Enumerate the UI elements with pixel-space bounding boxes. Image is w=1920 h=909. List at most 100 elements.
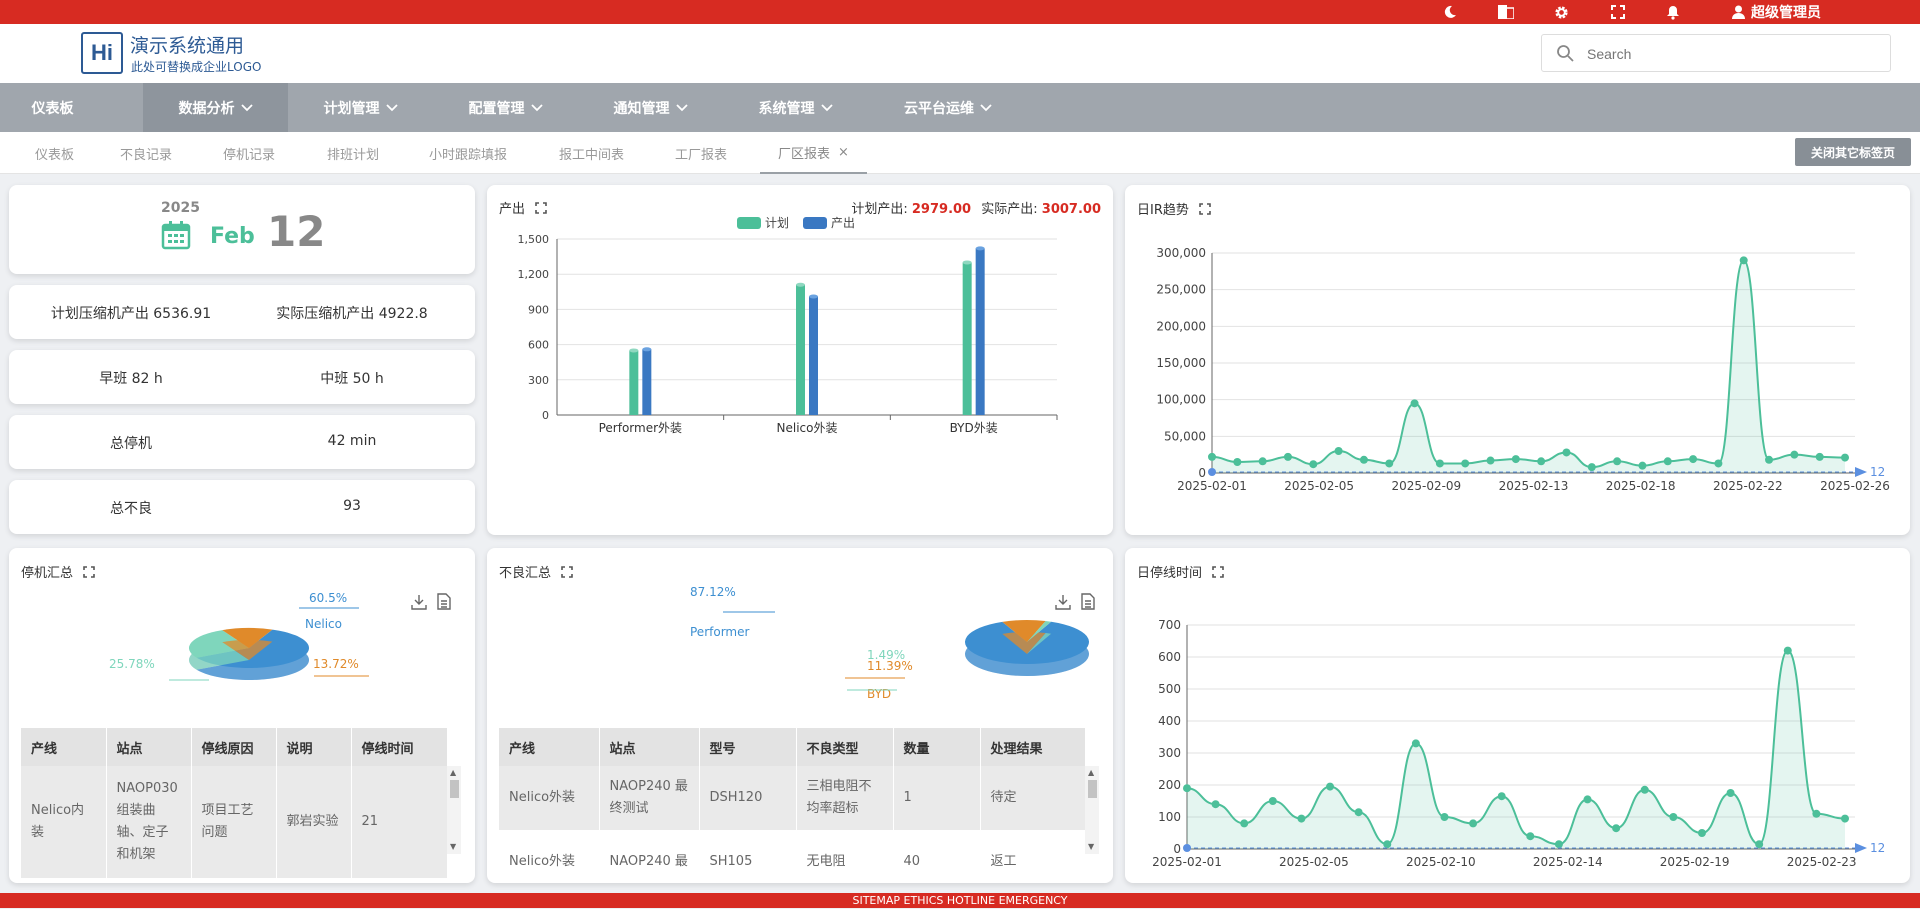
column-header[interactable]: 处理结果 bbox=[980, 728, 1086, 766]
close-icon[interactable]: × bbox=[838, 144, 849, 160]
scrollbar[interactable]: ▲ ▼ bbox=[447, 766, 461, 854]
document-icon[interactable] bbox=[1081, 593, 1095, 610]
tab-report-middle[interactable]: 报工中间表 bbox=[559, 132, 624, 174]
column-header[interactable]: 说明 bbox=[276, 728, 352, 766]
nav-data-analysis[interactable]: 数据分析 bbox=[143, 83, 288, 132]
y-tick-label: 0 bbox=[1198, 466, 1206, 480]
nav-notify[interactable]: 通知管理 bbox=[578, 83, 723, 132]
moon-icon[interactable] bbox=[1442, 4, 1458, 20]
scroll-up-icon[interactable]: ▲ bbox=[1088, 768, 1095, 777]
date-card: 2025 Feb 12 bbox=[9, 185, 475, 274]
legend-label: 产出 bbox=[831, 216, 855, 230]
y-tick-label: 600 bbox=[1158, 650, 1181, 664]
user-menu[interactable]: 超级管理员 bbox=[1732, 3, 1821, 21]
download-icon[interactable] bbox=[411, 594, 427, 610]
table-cell: 1 bbox=[893, 766, 981, 830]
nav-system[interactable]: 系统管理 bbox=[723, 83, 868, 132]
gear-icon[interactable] bbox=[1553, 4, 1569, 20]
table-row[interactable]: Nelico外装 NAOP240 最终测试 DSH120 三相电阻不均率超标 1… bbox=[499, 766, 1086, 830]
scrollbar[interactable]: ▲ ▼ bbox=[1085, 766, 1099, 854]
download-icon[interactable] bbox=[1055, 594, 1071, 610]
fullscreen-icon[interactable] bbox=[1199, 202, 1211, 215]
data-point bbox=[1268, 797, 1277, 805]
data-point bbox=[1359, 455, 1368, 464]
close-other-tabs-button[interactable]: 关闭其它标签页 bbox=[1795, 138, 1911, 166]
tab-defect-records[interactable]: 不良记录 bbox=[120, 132, 172, 174]
column-header[interactable]: 不良类型 bbox=[796, 728, 894, 766]
total-stop-label: 总停机 bbox=[110, 436, 152, 452]
scroll-up-icon[interactable]: ▲ bbox=[450, 768, 457, 777]
fullscreen-icon[interactable] bbox=[1212, 565, 1224, 578]
column-header[interactable]: 数量 bbox=[893, 728, 981, 766]
tab-stop-records[interactable]: 停机记录 bbox=[223, 132, 275, 174]
column-header[interactable]: 型号 bbox=[699, 728, 797, 766]
tab-shift-plan[interactable]: 排班计划 bbox=[327, 132, 379, 174]
tab-plant-report[interactable]: 厂区报表 × bbox=[760, 132, 867, 174]
defect-summary-title: 不良汇总 bbox=[499, 566, 552, 581]
scrollbar-thumb[interactable] bbox=[1088, 780, 1097, 798]
chevron-down-icon bbox=[530, 103, 543, 111]
scroll-down-icon[interactable]: ▼ bbox=[450, 842, 457, 851]
nav-plan[interactable]: 计划管理 bbox=[288, 83, 433, 132]
tab-factory-report[interactable]: 工厂报表 bbox=[675, 132, 727, 174]
column-header[interactable]: 停线时间 bbox=[351, 728, 448, 766]
scroll-down-icon[interactable]: ▼ bbox=[1088, 842, 1095, 851]
x-tick-label: 2025-02-22 bbox=[1713, 479, 1783, 493]
column-header[interactable]: 停线原因 bbox=[191, 728, 277, 766]
search-box[interactable] bbox=[1541, 34, 1891, 72]
data-point bbox=[1283, 452, 1292, 461]
tab-label: 厂区报表 bbox=[778, 146, 831, 162]
fullscreen-icon[interactable] bbox=[561, 565, 573, 578]
column-header[interactable]: 产线 bbox=[21, 728, 107, 766]
actual-compressor-output: 实际压缩机产出 4922.8 bbox=[276, 306, 428, 322]
tab-hourly-tracking[interactable]: 小时跟踪填报 bbox=[429, 132, 507, 174]
table-cell: Nelico内装 bbox=[21, 766, 107, 878]
table-row[interactable]: Nelico内装 NAOP030组装曲轴、定子和机架 项目工艺问题 郭岩实验 2… bbox=[21, 766, 448, 878]
top-bar: 超级管理员 bbox=[0, 0, 1920, 24]
data-point bbox=[1537, 457, 1546, 466]
table-row[interactable]: Nelico外装 NAOP240 最 SH105 无电阻 40 返工 bbox=[499, 830, 1086, 883]
total-defect-label: 总不良 bbox=[110, 501, 152, 517]
data-point bbox=[1739, 256, 1748, 265]
nav-label: 云平台运维 bbox=[904, 100, 974, 117]
fullscreen-icon[interactable] bbox=[83, 565, 95, 578]
y-tick-label: 700 bbox=[1158, 618, 1181, 632]
table-cell: Nelico外装 bbox=[499, 830, 600, 883]
y-tick-label: 200,000 bbox=[1156, 319, 1206, 333]
data-point bbox=[1497, 792, 1506, 801]
column-header[interactable]: 站点 bbox=[106, 728, 192, 766]
header: Hi 演示系统通用 此处可替换成企业LOGO bbox=[0, 24, 1920, 83]
table-header-row: 产线 站点 停线原因 说明 停线时间 bbox=[21, 728, 448, 766]
data-point bbox=[1511, 455, 1520, 464]
data-point bbox=[1714, 459, 1723, 468]
fullscreen-icon[interactable] bbox=[1610, 4, 1626, 20]
ir-trend-card: 日IR趋势 0 50,000 100,000 150,000 200,000 250,00… bbox=[1125, 185, 1910, 535]
column-header[interactable]: 站点 bbox=[599, 728, 700, 766]
column-header[interactable]: 产线 bbox=[499, 728, 600, 766]
nav-config[interactable]: 配置管理 bbox=[433, 83, 578, 132]
output-title: 产出 bbox=[499, 202, 526, 217]
bell-icon[interactable] bbox=[1665, 4, 1681, 20]
tab-dashboard[interactable]: 仪表板 bbox=[35, 132, 74, 174]
scrollbar-thumb[interactable] bbox=[450, 780, 459, 798]
x-tick-label: 2025-02-09 bbox=[1391, 479, 1461, 493]
nav-cloud[interactable]: 云平台运维 bbox=[868, 83, 1028, 132]
table-cell: 21 bbox=[351, 766, 448, 878]
data-point bbox=[1812, 809, 1821, 818]
fullscreen-icon[interactable] bbox=[535, 201, 547, 214]
y-tick-label: 1,200 bbox=[518, 268, 550, 281]
middle-shift: 中班 50 h bbox=[320, 371, 384, 387]
document-icon[interactable] bbox=[437, 593, 451, 610]
table-cell: Nelico外装 bbox=[499, 766, 600, 830]
shift-card: 早班 82 h 中班 50 h bbox=[9, 350, 475, 404]
tab-label: 排班计划 bbox=[327, 147, 380, 163]
translate-icon[interactable] bbox=[1498, 4, 1514, 20]
nav-dashboard[interactable]: 仪表板 bbox=[0, 83, 105, 132]
data-point bbox=[1183, 784, 1191, 793]
calendar-icon bbox=[161, 221, 191, 250]
table-cell: 返工 bbox=[980, 830, 1086, 883]
logo-title: 演示系统通用 bbox=[130, 35, 245, 57]
search-input[interactable] bbox=[1587, 43, 1877, 65]
data-point bbox=[1726, 789, 1735, 797]
tab-bar: 仪表板 不良记录 停机记录 排班计划 小时跟踪填报 报工中间表 工厂报表 厂区报… bbox=[0, 132, 1920, 174]
